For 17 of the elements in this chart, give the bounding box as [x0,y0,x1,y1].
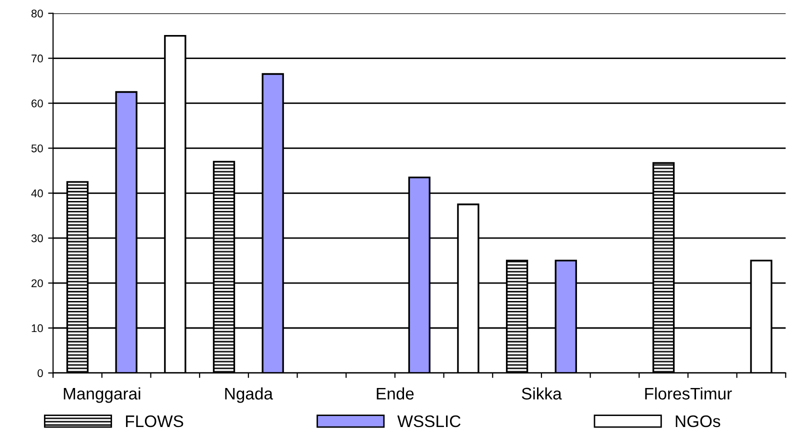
y-tick-label: 70 [32,54,43,62]
y-tick-label: 50 [31,144,43,152]
y-tick-label: 20 [32,279,43,288]
y-tick-label: 60 [32,99,43,108]
x-tick-label: FloresTimur [645,387,732,400]
legend-label: NGOs [676,415,720,428]
x-tick-label: Ngada [225,387,273,403]
y-tick-label: 40 [31,189,43,198]
x-tick-label: Manggarai [64,387,140,403]
y-tick-label: 80 [31,10,43,18]
y-tick-label: 0 [38,369,43,378]
y-tick-label: 30 [31,234,43,242]
y-tick-label: 10 [32,324,43,332]
x-tick-label: Sikka [522,387,562,400]
x-tick-label: Ende [376,387,414,400]
legend-label: FLOWS [126,415,184,428]
legend-label: WSSLIC [397,415,461,428]
